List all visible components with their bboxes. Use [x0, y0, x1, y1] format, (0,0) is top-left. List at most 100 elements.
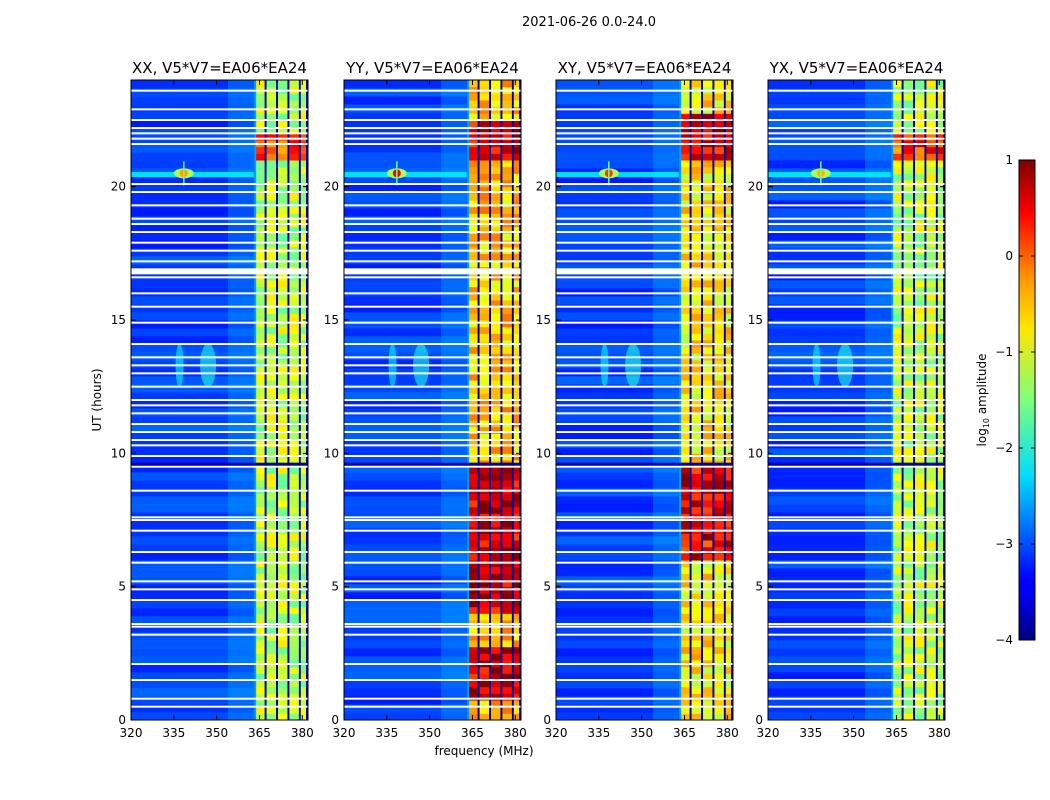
channel-cell — [680, 573, 692, 581]
channel-cell — [513, 426, 521, 434]
channel-cell — [513, 146, 521, 154]
channel-cell — [468, 566, 480, 574]
channel-cell — [513, 466, 521, 474]
channel-cell — [915, 300, 927, 308]
channel-cell — [502, 326, 514, 334]
channel-cell — [903, 573, 916, 581]
channel-cell — [714, 553, 726, 561]
flag-row — [344, 204, 521, 207]
channel-cell — [714, 686, 726, 694]
channel-cell — [513, 120, 521, 128]
channel-cell — [266, 506, 279, 514]
channel-cell — [892, 113, 904, 121]
channel-cell — [703, 633, 715, 641]
channel-cell — [926, 646, 938, 654]
channel-cell — [892, 386, 904, 394]
channel-cell — [937, 153, 945, 161]
channel-cell — [502, 666, 514, 674]
channel-cell — [468, 673, 480, 681]
channel-cell — [502, 100, 514, 108]
channel-cell — [513, 640, 521, 648]
channel-cell — [479, 546, 492, 554]
channel-cell — [703, 426, 715, 434]
channel-cell — [502, 346, 514, 354]
channel-cell — [903, 686, 916, 694]
channel-cell — [937, 666, 945, 674]
channel-cell — [266, 120, 279, 128]
flag-block — [131, 269, 308, 275]
channel-cell — [513, 593, 521, 601]
channel-cell — [926, 200, 938, 208]
channel-cell — [300, 413, 308, 421]
channel-cell — [915, 506, 927, 514]
channel-cell — [680, 280, 692, 288]
flag-row — [131, 412, 308, 415]
channel-cell — [915, 493, 927, 501]
flag-row — [131, 260, 308, 263]
channel-cell — [725, 700, 733, 708]
y-tick-label: 20 — [324, 180, 339, 194]
channel-cell — [289, 540, 301, 548]
flag-row — [344, 305, 521, 308]
channel-cell — [300, 493, 308, 501]
channel-cell — [714, 413, 726, 421]
channel-cell — [513, 666, 521, 674]
channel-cell — [903, 346, 916, 354]
channel-cell — [903, 693, 916, 701]
channel-cell — [892, 360, 904, 368]
flag-row — [344, 551, 521, 553]
channel-cell — [903, 326, 916, 334]
channel-cell — [915, 406, 927, 414]
channel-cell — [513, 606, 521, 614]
channel-cell — [278, 700, 290, 708]
channel-cell — [491, 360, 503, 368]
flag-row — [131, 241, 308, 244]
channel-cell — [691, 166, 704, 174]
channel-cell — [266, 446, 279, 454]
channel-cell — [680, 200, 692, 208]
channel-cell — [725, 433, 733, 441]
channel-cell — [468, 466, 480, 474]
channel-cell — [680, 606, 692, 614]
channel-cell — [266, 233, 279, 241]
channel-cell — [680, 566, 692, 574]
channel-cell — [926, 626, 938, 634]
flag-row — [131, 137, 308, 140]
channel-cell — [903, 673, 916, 681]
channel-cell — [491, 386, 503, 394]
channel-cell — [903, 406, 916, 414]
channel-cell — [266, 93, 279, 101]
channel-cell — [926, 213, 938, 221]
channel-cell — [278, 280, 290, 288]
x-tick-label: 380 — [928, 726, 951, 740]
channel-cell — [300, 613, 308, 621]
channel-cell — [892, 153, 904, 161]
channel-cell — [513, 673, 521, 681]
flag-row — [556, 412, 733, 415]
flag-row — [768, 223, 945, 225]
channel-cell — [714, 700, 726, 708]
channel-cell — [513, 600, 521, 608]
channel-cell — [714, 206, 726, 214]
channel-cell — [680, 306, 692, 314]
channel-cell — [468, 146, 480, 154]
channel-cell — [926, 680, 938, 688]
channel-cell — [725, 346, 733, 354]
channel-cell — [714, 606, 726, 614]
channel-cell — [479, 500, 492, 508]
channel-cell — [903, 226, 916, 234]
channel-cell — [513, 406, 521, 414]
channel-cell — [926, 293, 938, 301]
channel-cell — [266, 173, 279, 181]
channel-cell — [714, 473, 726, 481]
channel-cell — [725, 666, 733, 674]
channel-cell — [502, 673, 514, 681]
channel-cell — [300, 406, 308, 414]
channel-cell — [289, 406, 301, 414]
channel-cell — [289, 433, 301, 441]
channel-cell — [479, 440, 492, 448]
channel-cell — [903, 153, 916, 161]
flag-row — [768, 292, 945, 295]
flag-row — [131, 561, 308, 564]
channel-cell — [468, 160, 480, 168]
